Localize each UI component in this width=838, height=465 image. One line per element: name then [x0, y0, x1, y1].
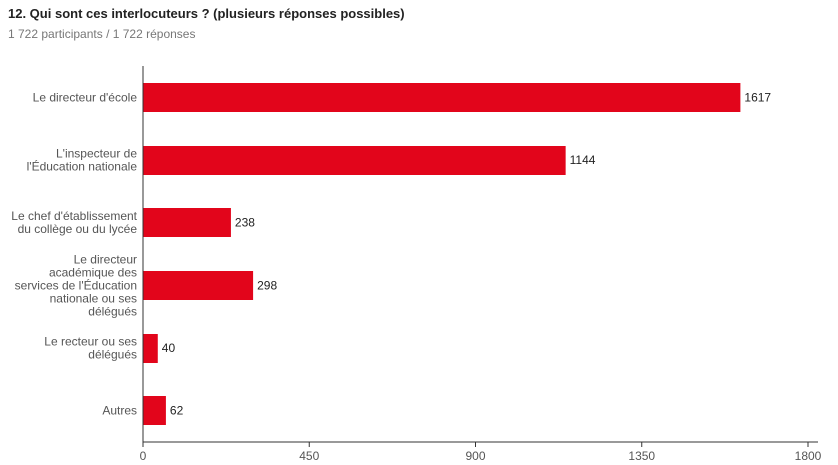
- category-label-1: L'inspecteur de l'Éducation nationale: [27, 147, 138, 174]
- category-label-2: Le chef d'établissement du collège ou du …: [11, 209, 137, 236]
- bar-2: [143, 208, 231, 237]
- chart-title: 12. Qui sont ces interlocuteurs ? (plusi…: [8, 6, 405, 21]
- value-label-2: 238: [235, 216, 255, 230]
- value-label-1: 1144: [570, 153, 596, 167]
- category-label-3: Le directeur académique des services de l'…: [15, 252, 137, 318]
- category-label-line: Le recteur ou ses: [44, 335, 137, 349]
- category-label-line: délégués: [88, 304, 137, 318]
- category-label-line: Le directeur d'école: [33, 90, 138, 104]
- bar-5: [143, 396, 166, 425]
- category-label-line: Autres: [102, 404, 137, 418]
- chart-subtitle: 1 722 participants / 1 722 réponses: [8, 27, 196, 41]
- category-label-4: Le recteur ou ses délégués: [44, 335, 137, 362]
- category-label-line: Le directeur: [74, 252, 137, 266]
- x-tick-label-0: 0: [140, 449, 147, 463]
- value-label-4: 40: [162, 341, 176, 355]
- value-label-0: 1617: [744, 90, 771, 104]
- value-label-3: 298: [257, 278, 277, 292]
- bar-0: [143, 83, 741, 112]
- category-label-line: L'inspecteur de: [56, 147, 137, 161]
- x-tick-label-4: 1800: [795, 449, 822, 463]
- category-label-line: délégués: [88, 348, 137, 362]
- value-label-5: 62: [170, 404, 184, 418]
- bar-4: [143, 334, 158, 363]
- category-label-5: Autres: [102, 404, 137, 418]
- x-tick-label-1: 450: [299, 449, 319, 463]
- category-label-0: Le directeur d'école: [33, 90, 138, 104]
- x-tick-label-3: 1350: [628, 449, 655, 463]
- category-label-line: nationale ou ses: [50, 291, 137, 305]
- bar-1: [143, 146, 566, 175]
- category-label-line: l'Éducation nationale: [27, 159, 138, 174]
- category-label-line: services de l'Éducation: [15, 277, 137, 292]
- x-tick-label-2: 900: [465, 449, 485, 463]
- category-label-line: académique des: [49, 265, 137, 279]
- category-label-line: Le chef d'établissement: [11, 209, 137, 223]
- bar-3: [143, 271, 254, 300]
- category-label-line: du collège ou du lycée: [18, 222, 138, 236]
